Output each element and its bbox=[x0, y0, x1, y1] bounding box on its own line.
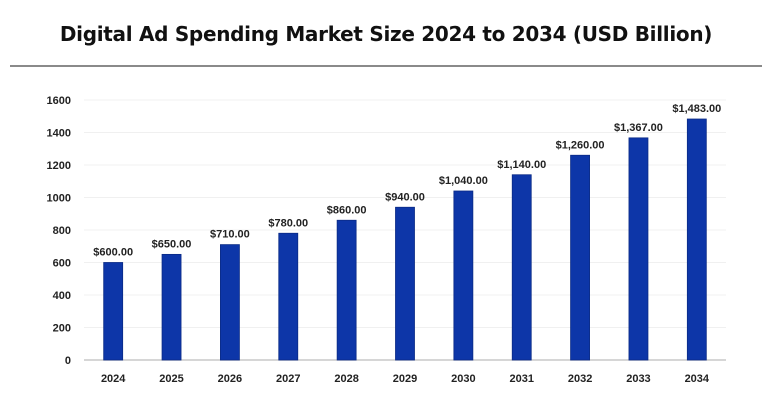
x-tick-label-2027: 2027 bbox=[276, 373, 300, 385]
data-label-2034: $1,483.00 bbox=[672, 103, 721, 115]
data-label-2025: $650.00 bbox=[152, 238, 192, 250]
x-tick-label-2025: 2025 bbox=[159, 373, 183, 385]
data-label-2029: $940.00 bbox=[385, 191, 425, 203]
bar-2030 bbox=[453, 190, 474, 361]
x-tick-label-2031: 2031 bbox=[509, 373, 533, 385]
bar-2028 bbox=[336, 219, 357, 361]
y-tick-label: 1000 bbox=[47, 193, 71, 205]
bar-2025 bbox=[161, 253, 182, 361]
x-tick-label-2030: 2030 bbox=[451, 373, 475, 385]
data-label-2028: $860.00 bbox=[327, 204, 367, 216]
bar-2027 bbox=[278, 232, 299, 361]
data-label-2032: $1,260.00 bbox=[556, 139, 605, 151]
x-tick-label-2026: 2026 bbox=[218, 373, 242, 385]
bar-2029 bbox=[395, 206, 415, 361]
data-label-2030: $1,040.00 bbox=[439, 175, 488, 187]
y-tick-label: 200 bbox=[53, 323, 71, 335]
bar-2031 bbox=[511, 174, 532, 361]
data-label-2031: $1,140.00 bbox=[497, 159, 546, 171]
bar-2033 bbox=[628, 137, 649, 361]
y-tick-label: 400 bbox=[53, 290, 71, 302]
data-label-2024: $600.00 bbox=[93, 247, 133, 259]
bar-2034 bbox=[686, 118, 707, 361]
data-label-2033: $1,367.00 bbox=[614, 122, 663, 134]
bar-2032 bbox=[570, 154, 590, 361]
x-tick-label-2029: 2029 bbox=[393, 373, 417, 385]
y-tick-label: 0 bbox=[65, 355, 71, 367]
x-tick-label-2024: 2024 bbox=[101, 373, 126, 385]
y-tick-label: 1600 bbox=[47, 95, 71, 107]
x-tick-label-2033: 2033 bbox=[626, 373, 650, 385]
x-tick-label-2034: 2034 bbox=[685, 373, 710, 385]
bar-2024 bbox=[103, 262, 124, 361]
data-label-2026: $710.00 bbox=[210, 229, 250, 241]
y-tick-label: 1200 bbox=[47, 160, 71, 172]
title-divider bbox=[10, 65, 762, 67]
chart-title: Digital Ad Spending Market Size 2024 to … bbox=[59, 22, 713, 46]
x-tick-label-2028: 2028 bbox=[334, 373, 358, 385]
data-label-2027: $780.00 bbox=[268, 217, 308, 229]
x-tick-label-2032: 2032 bbox=[568, 373, 592, 385]
y-tick-label: 1400 bbox=[47, 128, 71, 140]
y-tick-label: 800 bbox=[53, 225, 71, 237]
y-tick-label: 600 bbox=[53, 258, 71, 270]
bar-2026 bbox=[220, 244, 240, 361]
